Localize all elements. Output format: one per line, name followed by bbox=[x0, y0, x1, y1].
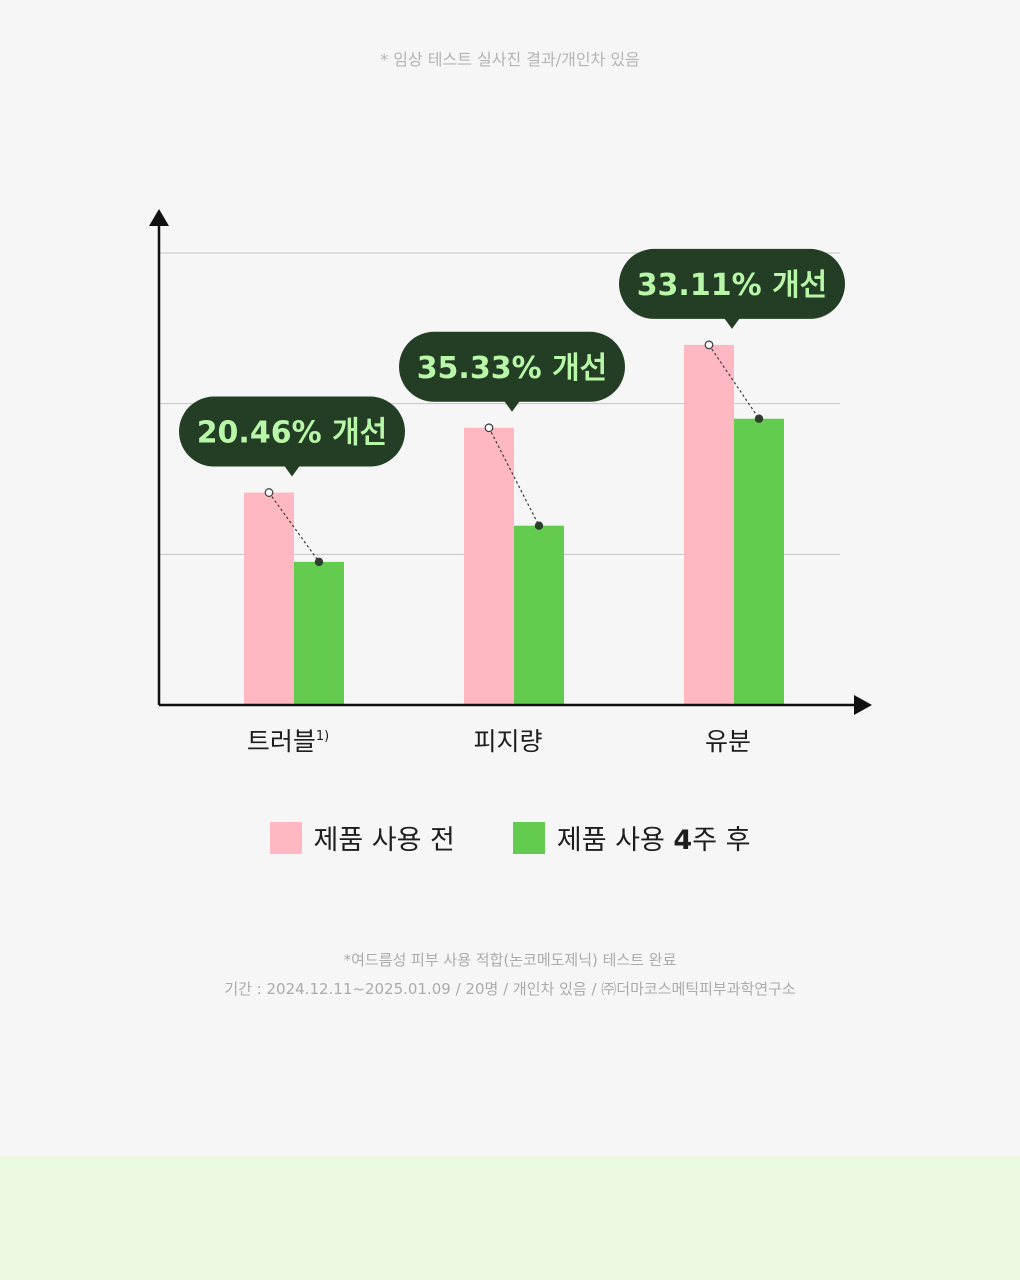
legend-swatch-after bbox=[512, 821, 545, 854]
chart-legend: 제품 사용 전 제품 사용 4주 후 bbox=[0, 818, 1020, 857]
bar-before bbox=[464, 427, 514, 705]
legend-item-after: 제품 사용 4주 후 bbox=[512, 818, 751, 857]
bottom-band bbox=[0, 1156, 1020, 1280]
legend-label-after-suffix: 주 후 bbox=[692, 825, 751, 856]
improvement-bubble bbox=[399, 331, 625, 402]
improvement-bubble bbox=[619, 248, 845, 319]
improvement-label: 35.33% 개선 bbox=[417, 351, 608, 386]
bar-after bbox=[514, 525, 564, 705]
y-axis-arrow bbox=[149, 209, 169, 226]
legend-label-before: 제품 사용 전 bbox=[313, 825, 455, 856]
footnote-period: 기간 : 2024.12.11~2025.01.09 / 20명 / 개인차 있… bbox=[224, 980, 796, 998]
improvement-bubble bbox=[179, 396, 405, 467]
legend-item-before: 제품 사용 전 bbox=[269, 818, 455, 857]
bar-before bbox=[244, 492, 294, 705]
x-axis-arrow bbox=[854, 695, 872, 715]
clinical-note: * 임상 테스트 실사진 결과/개인차 있음 bbox=[380, 50, 640, 69]
after-marker bbox=[314, 557, 324, 567]
footnote-test: *여드름성 피부 사용 적합(논코메도제닉) 테스트 완료 bbox=[343, 951, 677, 969]
category-label: 트러블1) bbox=[247, 727, 329, 756]
after-marker bbox=[534, 521, 544, 530]
legend-swatch-before bbox=[269, 821, 302, 854]
before-marker bbox=[484, 423, 494, 433]
bubble-pointer bbox=[504, 400, 520, 412]
change-connector bbox=[268, 492, 320, 563]
bar-after bbox=[734, 418, 784, 705]
improvement-label: 20.46% 개선 bbox=[197, 416, 388, 451]
bar-before bbox=[684, 344, 734, 705]
bubble-pointer bbox=[724, 317, 740, 329]
category-superscript: 1) bbox=[316, 729, 329, 744]
after-marker bbox=[754, 414, 764, 423]
change-connector bbox=[488, 427, 540, 526]
footnotes: *여드름성 피부 사용 적합(논코메도제닉) 테스트 완료 기간 : 2024.… bbox=[0, 946, 1020, 1004]
bubble-pointer bbox=[284, 465, 300, 477]
before-marker bbox=[704, 340, 714, 350]
improvement-label: 33.11% 개선 bbox=[637, 268, 828, 303]
category-label: 피지량 bbox=[473, 727, 542, 756]
category-label: 유분 bbox=[705, 727, 751, 756]
bar-after bbox=[294, 561, 344, 705]
legend-label-after-number: 4 bbox=[673, 825, 693, 856]
legend-label-after-prefix: 제품 사용 bbox=[556, 825, 674, 856]
legend-label-after: 제품 사용 4주 후 bbox=[557, 818, 751, 857]
before-marker bbox=[264, 488, 274, 497]
